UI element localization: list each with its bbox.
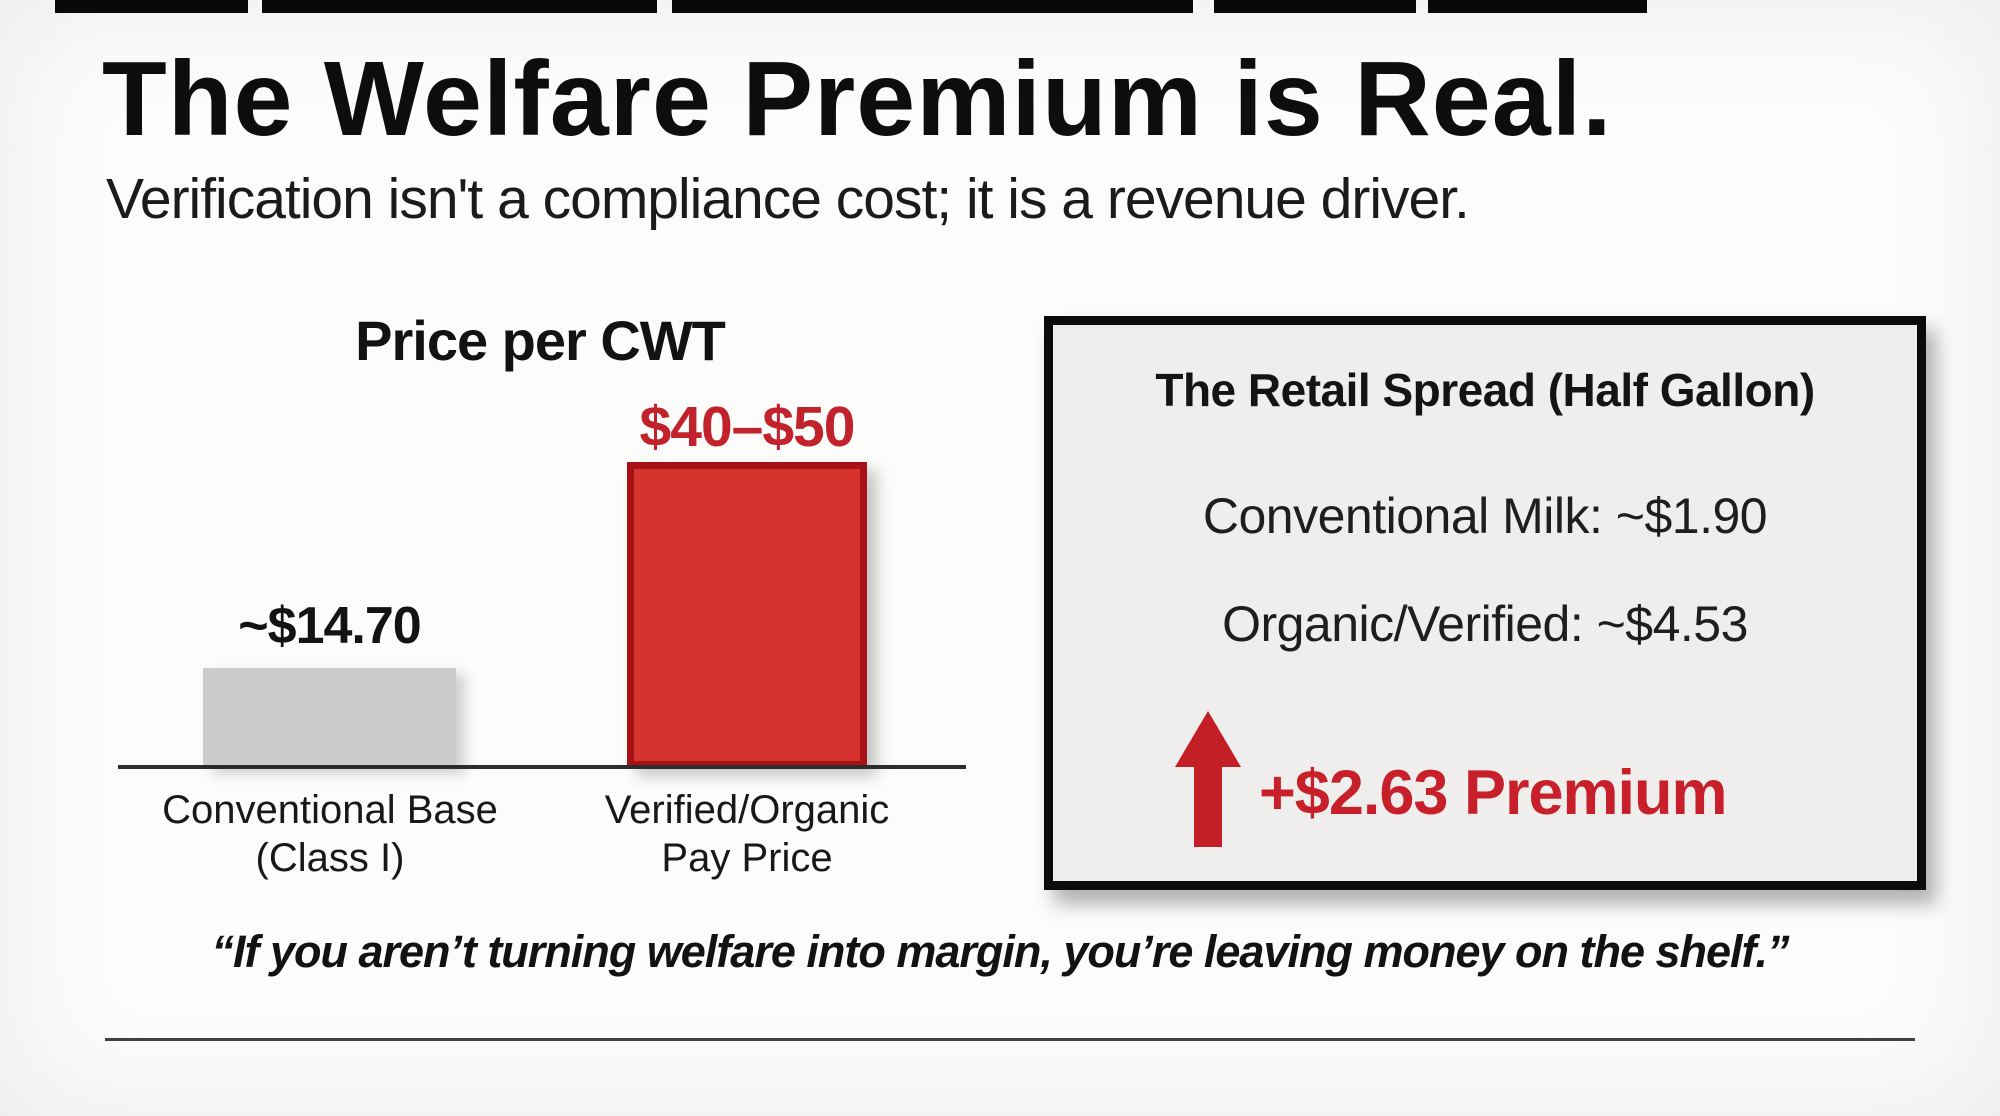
- organic-verified-price: Organic/Verified: ~$4.53: [1222, 596, 1748, 652]
- top-edge-bar-segment: [55, 0, 248, 13]
- top-edge-bar-segment: [1428, 0, 1647, 13]
- page-subtitle: Verification isn't a compliance cost; it…: [106, 167, 1470, 231]
- up-arrow-icon: [1175, 711, 1241, 847]
- bar-verified-organic: [627, 462, 867, 768]
- premium-amount: +$2.63 Premium: [1259, 758, 1728, 828]
- category-label-line: Pay Price: [661, 836, 833, 880]
- conventional-milk-price: Conventional Milk: ~$1.90: [1202, 488, 1768, 544]
- category-label-line: Conventional Base: [162, 788, 498, 832]
- x-axis-line: [118, 765, 966, 769]
- page-title: The Welfare Premium is Real.: [102, 40, 1613, 158]
- top-edge-bar-segment: [262, 0, 657, 13]
- top-edge-bar-segment: [1214, 0, 1416, 13]
- category-label-line: Verified/Organic: [604, 788, 890, 832]
- category-label-verified: Verified/Organic Pay Price: [557, 786, 937, 882]
- quote-text: “If you aren’t turning welfare into marg…: [211, 926, 1789, 977]
- retail-spread-box: The Retail Spread (Half Gallon) Conventi…: [1044, 316, 1926, 890]
- bar-conventional-base: [203, 668, 456, 768]
- bar-value-label-conventional: ~$14.70: [238, 597, 421, 655]
- bottom-divider-line: [105, 1038, 1915, 1041]
- category-label-line: (Class I): [255, 836, 405, 880]
- bar-value-label-verified: $40–$50: [639, 395, 856, 459]
- top-edge-bar-segment: [672, 0, 1193, 13]
- retail-box-title: The Retail Spread (Half Gallon): [1155, 364, 1815, 416]
- category-label-conventional: Conventional Base (Class I): [140, 786, 520, 882]
- chart-title: Price per CWT: [355, 309, 726, 372]
